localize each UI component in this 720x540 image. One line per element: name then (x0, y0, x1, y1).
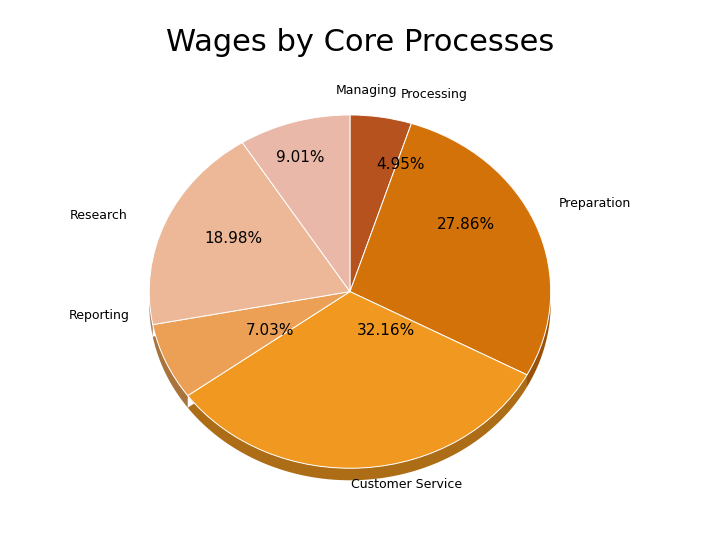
Text: 4.95%: 4.95% (376, 157, 424, 172)
Text: Research: Research (70, 209, 128, 222)
Wedge shape (243, 115, 350, 292)
Text: 32.16%: 32.16% (357, 323, 415, 338)
Wedge shape (350, 115, 411, 292)
Polygon shape (149, 292, 350, 336)
Text: 7.03%: 7.03% (246, 323, 294, 338)
Text: 27.86%: 27.86% (437, 217, 495, 232)
Wedge shape (350, 124, 551, 375)
Text: 9.01%: 9.01% (276, 150, 324, 165)
Title: Wages by Core Processes: Wages by Core Processes (166, 29, 554, 57)
Text: Processing: Processing (401, 89, 468, 102)
Text: Reporting: Reporting (68, 309, 130, 322)
Wedge shape (188, 292, 527, 468)
Text: Managing: Managing (336, 84, 397, 97)
Polygon shape (153, 292, 350, 408)
Polygon shape (188, 292, 527, 480)
Text: Preparation: Preparation (559, 197, 631, 210)
Wedge shape (149, 143, 350, 325)
Text: Customer Service: Customer Service (351, 478, 462, 491)
Wedge shape (153, 292, 350, 396)
Polygon shape (350, 292, 551, 387)
Text: 18.98%: 18.98% (204, 231, 263, 246)
